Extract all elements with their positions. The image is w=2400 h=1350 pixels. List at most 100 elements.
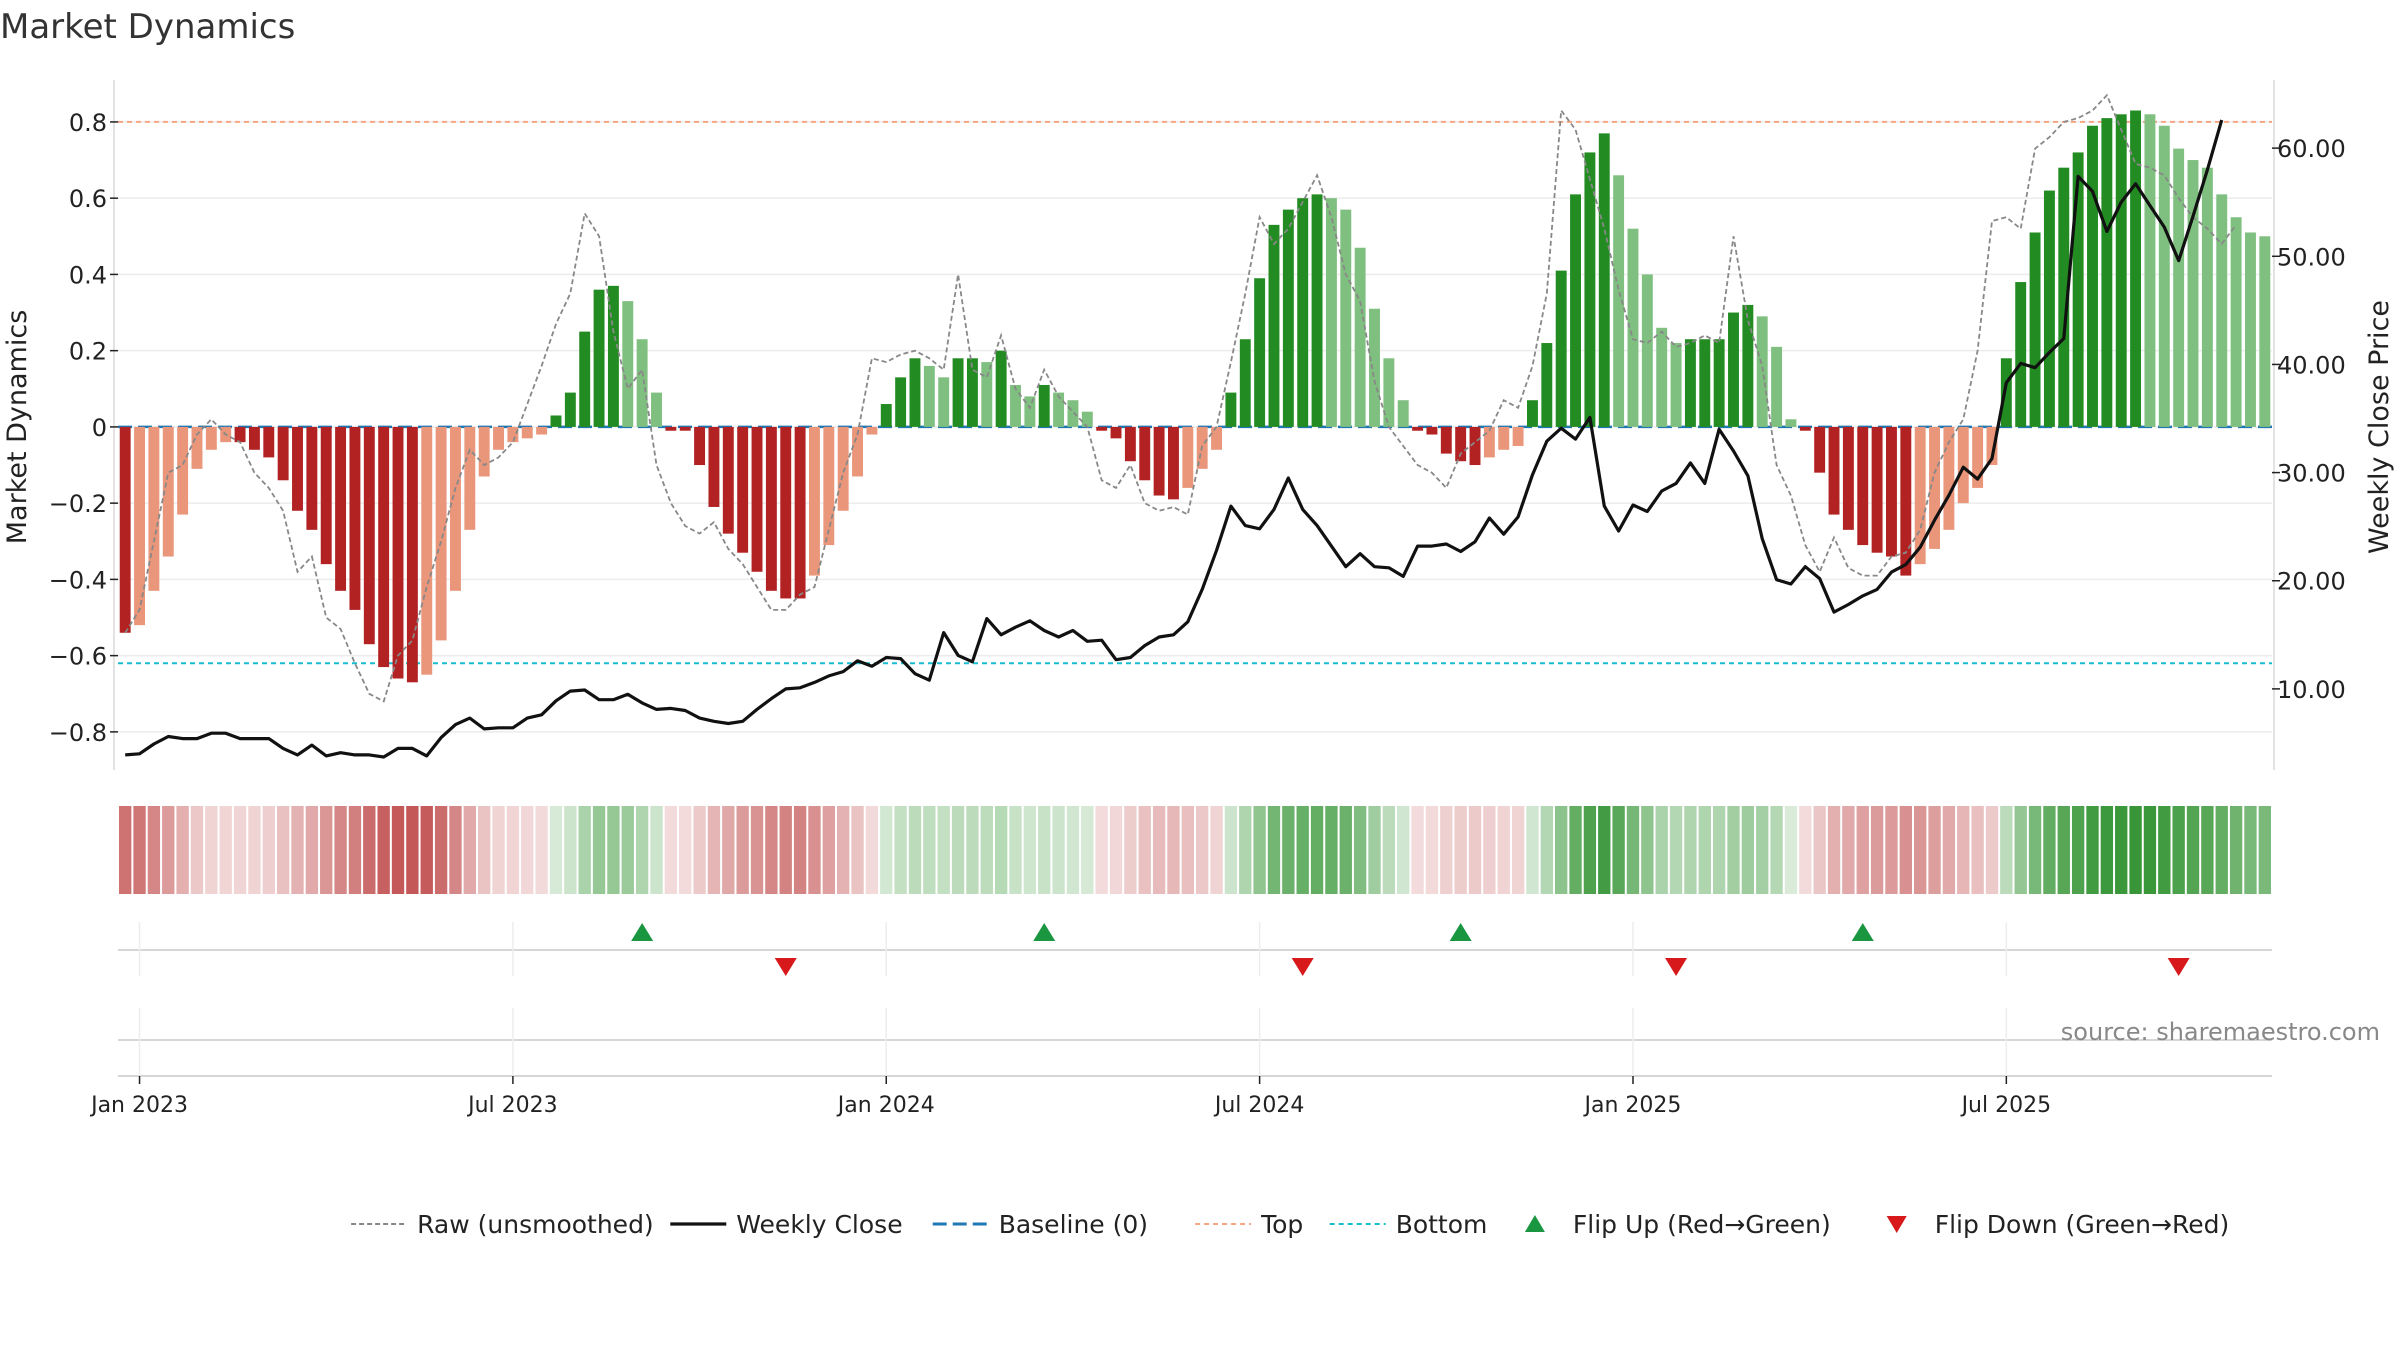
- dynamics-bar: [507, 426, 519, 443]
- dynamics-bar: [923, 365, 935, 427]
- regime-cell: [205, 806, 218, 894]
- dynamics-bar: [134, 426, 145, 626]
- dynamics-bar: [2015, 282, 2027, 427]
- regime-cell: [2115, 806, 2128, 894]
- dynamics-bar: [1383, 358, 1395, 427]
- flip-down-marker: [774, 958, 797, 976]
- regime-cell: [219, 806, 232, 894]
- dynamics-bar: [2259, 236, 2271, 427]
- regime-cell: [1411, 806, 1424, 894]
- regime-cell: [1196, 806, 1209, 894]
- regime-cell: [1368, 806, 1381, 894]
- dynamics-bar: [1426, 426, 1438, 435]
- regime-cell: [1124, 806, 1137, 894]
- bars: [119, 110, 2271, 683]
- regime-cell: [1167, 806, 1180, 894]
- regime-cell: [1468, 806, 1482, 894]
- dynamics-bar: [722, 426, 734, 534]
- regime-cell: [607, 806, 620, 894]
- dynamics-bar: [2043, 190, 2055, 427]
- regime-cell: [1598, 806, 1611, 894]
- regime-cell: [434, 806, 448, 894]
- grid: [113, 80, 2275, 770]
- dynamics-bar: [177, 426, 189, 515]
- legend-swatch-flip-down: [1886, 1216, 1907, 1233]
- regime-cell: [1641, 806, 1654, 894]
- regime-cell: [564, 806, 577, 894]
- dynamics-bar: [765, 426, 777, 591]
- dynamics-bar: [1153, 426, 1165, 496]
- y-tick-label: 0: [92, 414, 107, 442]
- regime-cell: [1813, 806, 1826, 894]
- dynamics-bar: [1038, 384, 1050, 427]
- regime-cell: [190, 806, 204, 894]
- regime-cell: [1425, 806, 1439, 894]
- dynamics-bar: [564, 392, 576, 427]
- regime-cell: [1397, 806, 1410, 894]
- dynamics-bar: [1211, 426, 1222, 450]
- regime-cell: [1454, 806, 1467, 894]
- reference-lines: [118, 120, 2272, 665]
- regime-cell: [951, 806, 965, 894]
- regime-cell: [119, 806, 132, 894]
- regime-cell: [478, 806, 491, 894]
- regime-cell: [1152, 806, 1166, 894]
- dynamics-bar: [263, 426, 275, 458]
- y2-axis-label: Weekly Close Price: [2364, 300, 2395, 554]
- regime-cell: [1856, 806, 1869, 894]
- x-tick-label: Jan 2025: [1583, 1093, 1682, 1118]
- regime-cell: [2129, 806, 2142, 894]
- regime-cell: [1224, 806, 1238, 894]
- dynamics-bar: [679, 426, 691, 431]
- dynamics-bar: [1053, 392, 1065, 427]
- dynamics-bar: [981, 362, 993, 427]
- regime-cell: [305, 806, 319, 894]
- dynamics-bar: [579, 331, 591, 427]
- regime-cell: [2229, 806, 2243, 894]
- regime-cell: [2201, 806, 2214, 894]
- regime-cell: [1928, 806, 1941, 894]
- y-tick-label: 0.8: [69, 109, 107, 137]
- regime-cell: [1511, 806, 1525, 894]
- regime-cell: [894, 806, 907, 894]
- regime-cell: [1081, 806, 1094, 894]
- dynamics-bar: [1584, 152, 1596, 427]
- dynamics-bar: [1871, 426, 1883, 553]
- dynamics-bar: [1354, 247, 1366, 427]
- regime-cell: [1009, 806, 1022, 894]
- regime-cell: [262, 806, 275, 894]
- dynamics-bar: [1282, 209, 1294, 427]
- dynamics-bar: [809, 426, 820, 576]
- regime-cell: [176, 806, 189, 894]
- regime-cell: [908, 806, 922, 894]
- regime-cell: [276, 806, 290, 894]
- regime-cell: [1138, 806, 1151, 894]
- regime-cell: [1698, 806, 1711, 894]
- dynamics-bar: [1455, 426, 1467, 462]
- regime-cell: [377, 806, 390, 894]
- regime-cell: [1784, 806, 1798, 894]
- dynamics-bar: [880, 404, 892, 427]
- dynamics-bar: [1440, 426, 1452, 454]
- regime-cell: [880, 806, 893, 894]
- regime-cell: [736, 806, 749, 894]
- source-note: source: sharemaestro.com: [2061, 1018, 2380, 1046]
- regime-cell: [133, 806, 146, 894]
- flip-down-marker: [1291, 958, 1314, 976]
- dynamics-bar: [2058, 167, 2070, 427]
- regime-cell: [463, 806, 476, 894]
- regime-cell: [1483, 806, 1496, 894]
- dynamics-bar: [1010, 384, 1021, 427]
- legend-label-flip-down: Flip Down (Green→Red): [1935, 1210, 2230, 1239]
- dynamics-bar: [2101, 118, 2113, 427]
- dynamics-bar: [1555, 270, 1567, 427]
- x-tick-label: Jul 2023: [466, 1093, 558, 1118]
- dynamics-bar: [205, 426, 217, 450]
- regime-cell: [1253, 806, 1266, 894]
- dynamics-bar: [694, 426, 706, 466]
- regime-cell: [1626, 806, 1640, 894]
- regime-cell: [2215, 806, 2228, 894]
- regime-cell: [750, 806, 764, 894]
- dynamics-bar: [2173, 148, 2185, 427]
- regime-cell: [2143, 806, 2157, 894]
